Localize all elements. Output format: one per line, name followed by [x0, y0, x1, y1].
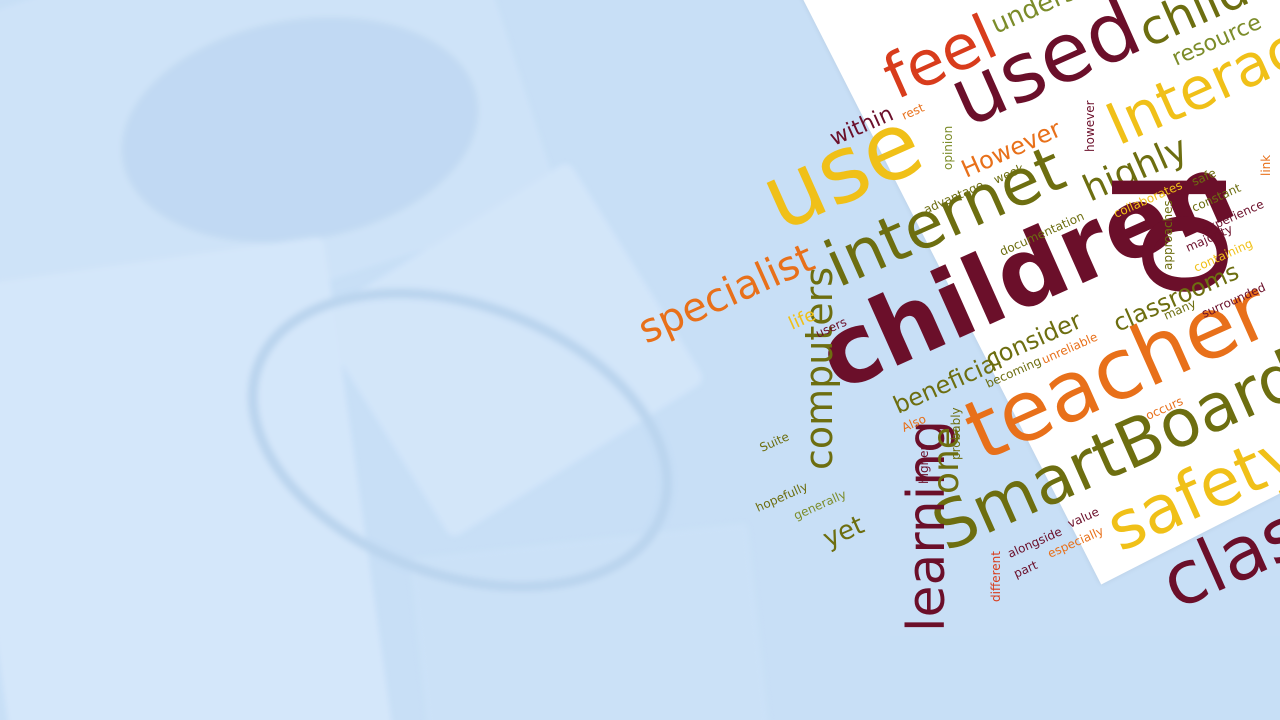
- scene: children internet teacher SmartBoards us…: [0, 0, 1280, 720]
